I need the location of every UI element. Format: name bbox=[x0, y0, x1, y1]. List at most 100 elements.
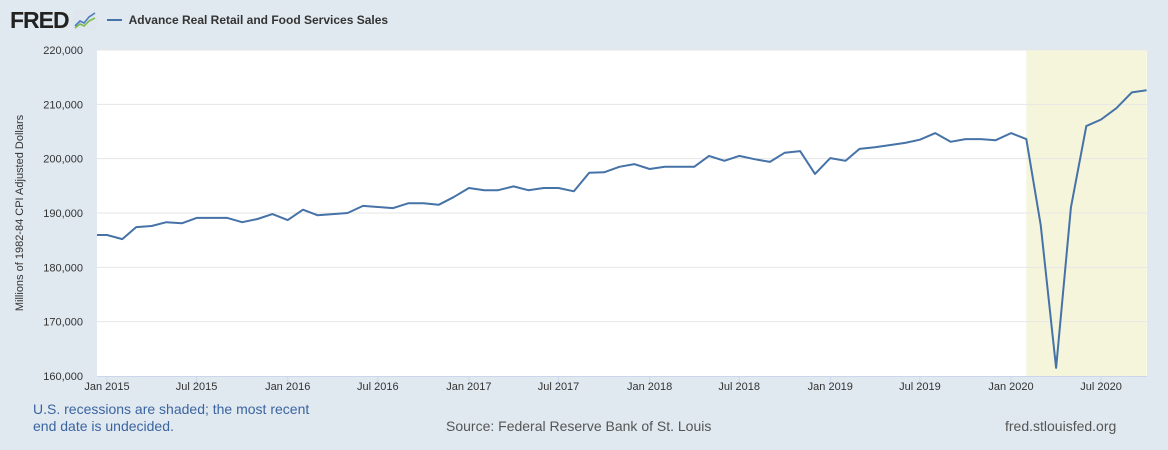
x-tick-label: Jan 2020 bbox=[988, 381, 1033, 393]
data-point bbox=[165, 221, 168, 224]
data-point bbox=[271, 213, 274, 216]
data-point bbox=[1010, 132, 1013, 135]
legend-swatch bbox=[106, 19, 122, 21]
data-point bbox=[1085, 125, 1088, 128]
data-point bbox=[135, 226, 138, 229]
data-point bbox=[407, 202, 410, 205]
data-point bbox=[452, 196, 455, 199]
x-tick-label: Jul 2017 bbox=[538, 381, 580, 393]
y-tick-label: 170,000 bbox=[43, 317, 83, 329]
data-point bbox=[738, 154, 741, 157]
x-tick-label: Jan 2017 bbox=[446, 381, 491, 393]
legend[interactable]: Advance Real Retail and Food Services Sa… bbox=[106, 13, 389, 27]
data-point bbox=[121, 238, 124, 241]
data-point bbox=[829, 157, 832, 160]
fred-logo[interactable]: FRED bbox=[10, 6, 70, 33]
x-tick-label: Jul 2018 bbox=[718, 381, 760, 393]
x-tick-label: Jul 2019 bbox=[899, 381, 941, 393]
data-point bbox=[918, 138, 921, 141]
data-point bbox=[150, 225, 153, 228]
line-chart[interactable]: Jan 2015 Jul 2015 Jan 2016 Jul 2016 Jan 2017… bbox=[0, 0, 1168, 400]
data-point bbox=[1130, 91, 1133, 94]
data-point bbox=[483, 189, 486, 192]
y-tick-label: 210,000 bbox=[43, 99, 83, 111]
data-point bbox=[858, 147, 861, 150]
data-point bbox=[979, 138, 982, 141]
data-point bbox=[693, 165, 696, 168]
data-point bbox=[783, 151, 786, 154]
data-point bbox=[286, 219, 289, 222]
data-point bbox=[1100, 118, 1103, 121]
data-point bbox=[361, 204, 364, 207]
data-point bbox=[633, 163, 636, 166]
x-tick-label: Jan 2018 bbox=[627, 381, 672, 393]
data-point bbox=[1025, 138, 1028, 141]
data-point bbox=[437, 203, 440, 206]
y-axis-title: Millions of 1982-84 CPI Adjusted Dollars bbox=[14, 114, 26, 311]
data-point bbox=[512, 185, 515, 188]
data-point bbox=[1069, 206, 1072, 209]
data-point bbox=[813, 172, 816, 175]
data-point bbox=[210, 216, 213, 219]
data-point bbox=[376, 206, 379, 209]
fred-url-link[interactable]: fred.stlouisfed.org bbox=[1005, 418, 1117, 434]
data-point bbox=[106, 234, 109, 237]
data-point bbox=[1039, 223, 1042, 226]
x-tick-label: Jul 2016 bbox=[357, 381, 399, 393]
gridlines bbox=[97, 49, 1147, 377]
data-point bbox=[542, 187, 545, 190]
data-point bbox=[799, 150, 802, 153]
legend-label: Advance Real Retail and Food Services Sa… bbox=[128, 13, 389, 27]
data-point bbox=[180, 222, 183, 225]
data-point bbox=[422, 202, 425, 205]
data-point bbox=[888, 144, 891, 147]
data-point bbox=[723, 159, 726, 162]
data-point bbox=[677, 165, 680, 168]
data-point bbox=[964, 138, 967, 141]
data-point bbox=[1055, 366, 1058, 369]
data-point bbox=[256, 217, 259, 220]
y-axis: 160,000 170,000 180,000 190,000 200,000 210,0… bbox=[43, 45, 83, 383]
data-point bbox=[195, 216, 198, 219]
x-tick-label: Jan 2016 bbox=[265, 381, 310, 393]
data-point bbox=[603, 171, 606, 174]
data-point bbox=[1145, 89, 1148, 92]
data-point bbox=[392, 207, 395, 210]
data-point bbox=[316, 214, 319, 217]
series-line[interactable] bbox=[92, 89, 1147, 369]
data-point bbox=[302, 208, 305, 211]
data-point bbox=[331, 213, 334, 216]
chart-header: FRED Advance Real Retail and Food Servic… bbox=[10, 6, 388, 34]
data-point bbox=[949, 140, 952, 143]
data-point bbox=[994, 139, 997, 142]
x-tick-label: Jan 2019 bbox=[808, 381, 853, 393]
data-point bbox=[768, 160, 771, 163]
data-point bbox=[588, 171, 591, 174]
source-text: Source: Federal Reserve Bank of St. Loui… bbox=[446, 418, 712, 434]
data-point bbox=[618, 165, 621, 168]
data-point bbox=[663, 165, 666, 168]
data-point bbox=[934, 132, 937, 135]
y-tick-label: 180,000 bbox=[43, 262, 83, 274]
recession-note: U.S. recessions are shaded; the most rec… bbox=[33, 401, 310, 434]
y-tick-label: 220,000 bbox=[43, 45, 83, 57]
y-tick-label: 160,000 bbox=[43, 371, 83, 383]
data-point bbox=[241, 221, 244, 224]
x-tick-label: Jul 2015 bbox=[176, 381, 218, 393]
chart-line-icon bbox=[72, 10, 97, 30]
data-point bbox=[557, 187, 560, 190]
x-axis: Jan 2015 Jul 2015 Jan 2016 Jul 2016 Jan 2017… bbox=[84, 376, 1122, 393]
data-point bbox=[1115, 107, 1118, 110]
data-point bbox=[527, 189, 530, 192]
data-point bbox=[904, 141, 907, 144]
data-point bbox=[753, 158, 756, 161]
x-tick-label: Jan 2015 bbox=[84, 381, 129, 393]
data-point bbox=[467, 187, 470, 190]
data-point bbox=[346, 212, 349, 215]
data-point bbox=[873, 146, 876, 149]
y-tick-label: 190,000 bbox=[43, 208, 83, 220]
data-point bbox=[572, 190, 575, 193]
data-point bbox=[844, 159, 847, 162]
data-point bbox=[648, 167, 651, 170]
data-point bbox=[708, 154, 711, 157]
